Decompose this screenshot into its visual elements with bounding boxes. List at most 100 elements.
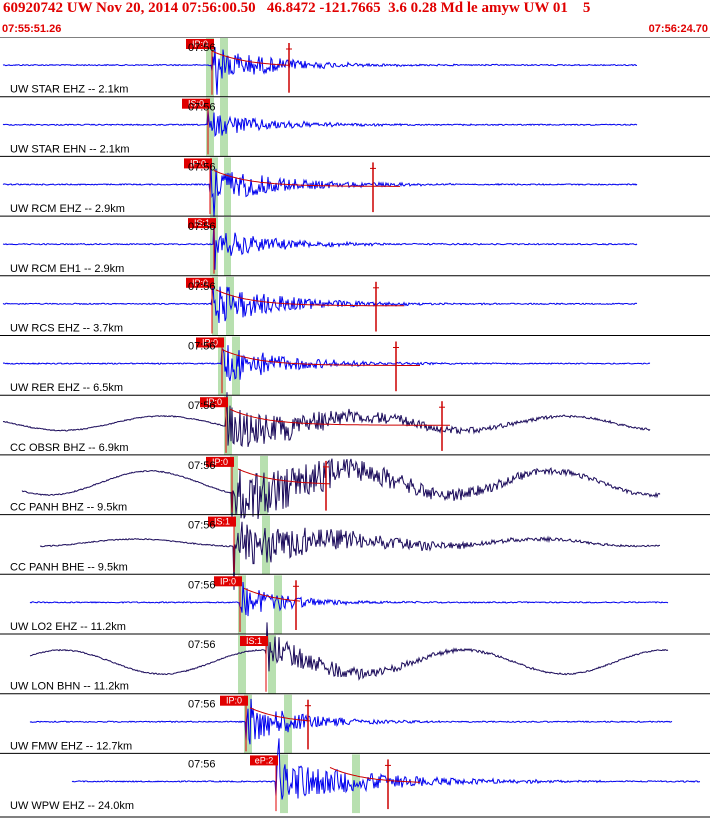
channel-label: UW STAR EHZ -- 2.1km: [10, 84, 128, 96]
waveform-trace: [29, 698, 673, 745]
pick-label: eP:2: [255, 755, 274, 765]
trace-time-label: 07:56: [188, 161, 216, 173]
coda-envelope: [213, 170, 400, 187]
pick-label: IS:0: [188, 99, 204, 109]
pick-window: [352, 754, 360, 814]
waveform-trace: [2, 218, 638, 270]
trace-time-label: 07:56: [188, 758, 216, 770]
channel-row[interactable]: IS:007:56 UW STAR EHN -- 2.1km: [0, 96, 710, 157]
channel-row[interactable]: IP:007:56 UW RCM EHZ -- 2.9km: [0, 155, 710, 217]
pick-label: IP:0: [212, 457, 228, 467]
coda-envelope: [221, 349, 420, 366]
channel-label: CC OBSR BHZ -- 6.9km: [10, 442, 129, 454]
trace-time-label: 07:56: [188, 460, 216, 472]
channel-label: UW FMW EHZ -- 12.7km: [10, 740, 132, 752]
trace-time-label: 07:56: [188, 639, 216, 651]
pick-flag[interactable]: [240, 636, 268, 646]
pick-window: [230, 455, 238, 515]
waveform-trace: [29, 581, 669, 617]
pick-window: [244, 694, 252, 754]
pick-flag[interactable]: [188, 218, 216, 229]
pick-flag[interactable]: [186, 39, 214, 49]
pick-label: IP:0: [206, 397, 222, 407]
pick-label: IP:0: [192, 39, 208, 49]
coda-envelope: [249, 707, 311, 722]
channel-row[interactable]: IP:007:56 UW RCS EHZ -- 3.7km: [0, 275, 710, 336]
channel-row[interactable]: IP:0 07:56 UW LO2 EHZ -- 11.2km: [0, 573, 710, 634]
pick-flag[interactable]: [184, 158, 212, 169]
channel-label: UW WPW EHZ -- 24.0km: [10, 800, 134, 812]
pick-flag[interactable]: [208, 516, 236, 527]
pick-window: [238, 635, 246, 694]
trace-time-label: 07:56: [188, 341, 216, 353]
waveform-trace: [2, 392, 651, 448]
pick-window: [280, 754, 288, 814]
waveform-trace: [21, 458, 661, 520]
pick-label: IS:1: [246, 636, 262, 646]
event-title: 60920742 UW Nov 20, 2014 07:56:00.50 46.…: [3, 0, 591, 16]
coda-envelope: [229, 408, 450, 426]
channel-row[interactable]: IP:007:56 UW RER EHZ -- 6.5km: [0, 335, 710, 396]
pick-flag[interactable]: [182, 98, 210, 109]
trace-time-label: 07:56: [188, 102, 216, 114]
pick-flag[interactable]: [250, 755, 278, 766]
coda-envelope: [237, 468, 331, 485]
waveform-trace: [2, 345, 651, 382]
trace-time-label: 07:56: [188, 699, 216, 711]
trace-time-label: 07:56: [188, 221, 216, 233]
waveform-trace: [39, 521, 660, 590]
pick-flag[interactable]: [200, 397, 228, 408]
channel-row[interactable]: IP:0 07:56 UW FMW EHZ -- 12.7km: [0, 693, 710, 754]
window-start-time: 07:55:51.26: [2, 23, 62, 35]
pick-flag[interactable]: [220, 695, 248, 706]
coda-envelope: [329, 767, 420, 783]
channel-label: UW RCM EHZ -- 2.9km: [10, 203, 125, 215]
pick-window: [284, 694, 292, 754]
channel-label: UW LO2 EHZ -- 11.2km: [10, 621, 126, 633]
trace-time-label: 07:56: [188, 42, 216, 54]
waveform-trace: [29, 622, 669, 681]
channel-label: UW RER EHZ -- 6.5km: [10, 382, 123, 394]
channel-row[interactable]: IP:007:56 CC OBSR BHZ -- 6.9km: [0, 392, 710, 455]
trace-time-label: 07:56: [188, 520, 216, 532]
pick-label: IP:0: [226, 696, 242, 706]
trace-time-label: 07:56: [188, 579, 216, 591]
pick-window: [206, 38, 214, 97]
waveform-trace: [2, 47, 638, 95]
coda-envelope: [215, 289, 404, 307]
pick-flag[interactable]: [206, 456, 234, 467]
channel-row[interactable]: IP:007:56 UW STAR EHZ -- 2.1km: [0, 37, 710, 97]
channel-label: UW RCM EH1 -- 2.9km: [10, 263, 124, 275]
channel-row[interactable]: IP:007:56 CC PANH BHZ -- 9.5km: [0, 454, 710, 520]
trace-time-label: 07:56: [188, 400, 216, 412]
pick-flag[interactable]: [214, 576, 242, 587]
pick-flag[interactable]: [186, 277, 214, 288]
waveform-trace: [2, 163, 638, 217]
pick-label: IS:1: [194, 218, 210, 228]
channel-label: CC PANH BHE -- 9.5km: [10, 561, 128, 573]
coda-envelope: [243, 587, 301, 602]
pick-label: IP:0: [190, 158, 206, 168]
waveform-trace: [2, 110, 638, 138]
window-end-time: 07:56:24.70: [648, 23, 708, 35]
channel-label: UW STAR EHN -- 2.1km: [10, 143, 130, 155]
pick-window: [210, 157, 218, 217]
pick-window: [220, 38, 228, 97]
channel-row[interactable]: eP:2 07:56 UW WPW EHZ -- 24.0km: [0, 738, 710, 814]
channel-row[interactable]: IS:1 07:56 UW LON BHN -- 11.2km: [0, 622, 710, 694]
pick-label: IP:0: [202, 338, 218, 348]
pick-flag[interactable]: [196, 337, 224, 348]
event-header: 60920742 UW Nov 20, 2014 07:56:00.50 46.…: [0, 0, 710, 38]
pick-window: [274, 575, 282, 634]
waveform-trace: [2, 284, 638, 324]
channel-label: CC PANH BHZ -- 9.5km: [10, 502, 127, 514]
pick-window: [224, 217, 231, 276]
pick-window: [268, 635, 276, 694]
channel-row[interactable]: IS:107:56 UW RCM EH1 -- 2.9km: [0, 215, 710, 276]
coda-envelope: [211, 50, 291, 66]
trace-time-label: 07:56: [188, 281, 216, 293]
pick-window: [224, 157, 231, 217]
pick-label: IS:1: [214, 517, 230, 527]
